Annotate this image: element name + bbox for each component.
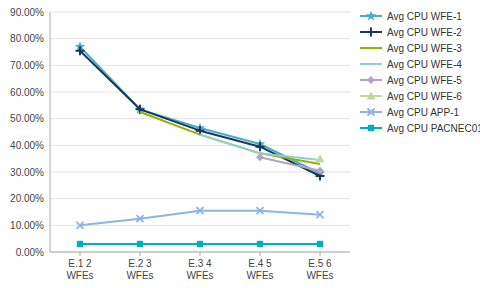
point-marker — [316, 167, 324, 175]
grid-line — [50, 92, 350, 93]
x-tick-label: E.4 5WFEs — [246, 258, 273, 281]
x-tick-label-line: WFEs — [186, 270, 213, 281]
series-line — [80, 51, 320, 176]
x-tick-label-line: WFEs — [246, 270, 273, 281]
x-axis: E.1 2WFEsE.2 3WFEsE.3 4WFEsE.4 5WFEsE.5 … — [66, 252, 333, 281]
legend-marker — [367, 92, 376, 100]
point-marker — [257, 241, 263, 247]
x-tick — [260, 252, 261, 256]
y-tick-label: 20.00% — [10, 193, 44, 204]
grid-line — [50, 118, 350, 119]
x-tick — [80, 252, 81, 256]
legend-item: Avg CPU WFE-1 — [360, 11, 462, 22]
series — [75, 41, 325, 178]
series — [77, 241, 323, 247]
plot-area — [75, 41, 325, 247]
x-tick-label-line: E.5 6 — [308, 258, 332, 269]
x-tick — [140, 252, 141, 256]
legend-marker — [367, 76, 375, 84]
legend: Avg CPU WFE-1 Avg CPU WFE-2 Avg CPU WFE-3 A… — [360, 11, 480, 134]
x-tick — [320, 252, 321, 256]
legend-item: Avg CPU APP-1 — [360, 107, 460, 118]
legend-marker — [368, 109, 375, 116]
point-marker — [257, 207, 264, 214]
y-tick-label: 0.00% — [16, 247, 44, 258]
point-marker — [137, 215, 144, 222]
legend-label: Avg CPU WFE-6 — [387, 91, 462, 102]
x-tick-label-line: E.1 2 — [68, 258, 92, 269]
series — [316, 154, 325, 162]
legend-label: Avg CPU WFE-3 — [387, 43, 462, 54]
series — [76, 46, 325, 180]
series-line — [80, 211, 320, 226]
legend-line — [360, 47, 382, 49]
y-tick-label: 60.00% — [10, 87, 44, 98]
legend-line — [360, 63, 382, 65]
grid-line — [50, 12, 350, 13]
y-tick-label: 90.00% — [10, 7, 44, 18]
grid-line — [50, 225, 350, 226]
legend-item: Avg CPU WFE-3 — [360, 43, 462, 54]
point-marker — [197, 241, 203, 247]
series-line — [260, 157, 320, 170]
series — [256, 153, 324, 174]
point-marker — [317, 211, 324, 218]
legend-label: Avg CPU WFE-4 — [387, 59, 462, 70]
series — [77, 207, 324, 229]
legend-label: Avg CPU WFE-1 — [387, 11, 462, 22]
x-tick-label: E.2 3WFEs — [126, 258, 153, 281]
legend-marker — [366, 11, 376, 21]
x-tick-label: E.1 2WFEs — [66, 258, 93, 281]
x-tick-label-line: E.2 3 — [128, 258, 152, 269]
legend-item: Avg CPU WFE-6 — [360, 91, 462, 102]
series-line — [140, 112, 320, 164]
y-tick-label: 40.00% — [10, 140, 44, 151]
legend-item: Avg CPU WFE-4 — [360, 59, 462, 70]
point-marker — [137, 241, 143, 247]
x-tick-label: E.5 6WFEs — [306, 258, 333, 281]
legend-item: Avg CPU WFE-5 — [360, 75, 462, 86]
legend-label: Avg CPU WFE-2 — [387, 27, 462, 38]
legend-marker — [368, 125, 374, 131]
x-tick-label-line: WFEs — [306, 270, 333, 281]
y-tick-label: 50.00% — [10, 113, 44, 124]
point-marker — [256, 153, 264, 161]
point-marker — [197, 207, 204, 214]
legend-label: Avg CPU WFE-5 — [387, 75, 462, 86]
series — [140, 112, 320, 164]
y-tick-label: 70.00% — [10, 60, 44, 71]
legend-label: Avg CPU APP-1 — [387, 107, 460, 118]
point-marker — [256, 142, 265, 151]
x-tick-label: E.3 4WFEs — [186, 258, 213, 281]
grid — [50, 12, 350, 252]
series-line — [80, 47, 320, 174]
y-tick-label: 30.00% — [10, 167, 44, 178]
grid-line — [50, 38, 350, 39]
legend-label: Avg CPU PACNEC01 — [387, 123, 480, 134]
legend-item: Avg CPU PACNEC01 — [360, 123, 480, 134]
grid-line — [50, 145, 350, 146]
y-axis-line — [50, 12, 51, 252]
grid-line — [50, 198, 350, 199]
point-marker — [316, 154, 325, 162]
y-axis: 0.00% 10.00% 20.00% 30.00% 40.00% 50.00% 60.00… — [10, 7, 44, 258]
x-tick-label-line: WFEs — [126, 270, 153, 281]
point-marker — [77, 241, 83, 247]
point-marker — [317, 241, 323, 247]
chart: 0.00% 10.00% 20.00% 30.00% 40.00% 50.00% 60.00… — [0, 0, 480, 288]
point-marker — [77, 222, 84, 229]
legend-marker — [367, 28, 376, 37]
x-tick-label-line: WFEs — [66, 270, 93, 281]
x-tick-label-line: E.4 5 — [248, 258, 272, 269]
y-tick-label: 10.00% — [10, 220, 44, 231]
point-marker — [76, 46, 85, 55]
legend-item: Avg CPU WFE-2 — [360, 27, 462, 38]
y-tick-label: 80.00% — [10, 33, 44, 44]
grid-line — [50, 172, 350, 173]
x-tick-label-line: E.3 4 — [188, 258, 212, 269]
x-tick — [200, 252, 201, 256]
